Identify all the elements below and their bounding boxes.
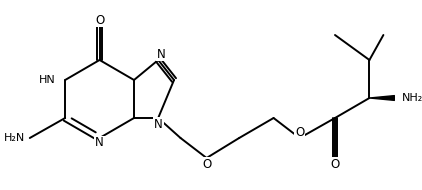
Text: H₂N: H₂N: [4, 133, 25, 143]
Polygon shape: [369, 96, 395, 100]
Text: NH₂: NH₂: [402, 93, 422, 103]
Text: HN: HN: [39, 75, 56, 85]
Text: O: O: [330, 158, 340, 170]
Text: O: O: [95, 13, 104, 26]
Text: O: O: [295, 126, 304, 139]
Text: N: N: [157, 48, 165, 60]
Text: N: N: [154, 117, 162, 131]
Text: O: O: [202, 158, 211, 170]
Text: N: N: [95, 136, 104, 150]
